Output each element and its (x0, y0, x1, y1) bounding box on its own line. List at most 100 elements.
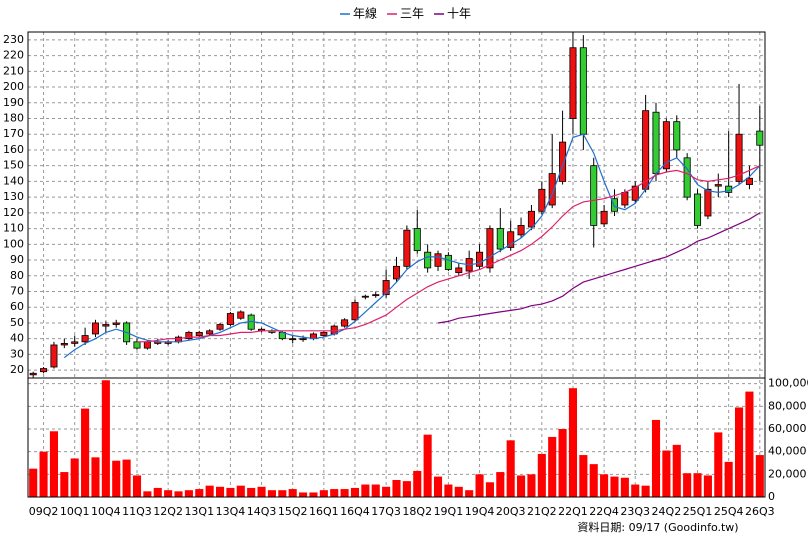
y-tick-label: 40 (10, 332, 24, 345)
y-tick-label: 230 (3, 33, 24, 46)
volume-bar (29, 468, 38, 497)
volume-bar (91, 457, 100, 497)
volume-bar (444, 484, 453, 497)
candle-body (195, 331, 203, 336)
x-tick-label: 26Q3 (745, 505, 775, 518)
volume-bar (70, 458, 79, 497)
volume-bar (693, 473, 702, 497)
volume-bar (319, 490, 328, 497)
volume-bar (247, 487, 256, 497)
candle-body (559, 141, 567, 182)
y-tick-label: 50 (10, 316, 24, 329)
candle-body (206, 330, 214, 335)
volume-bar (724, 461, 733, 497)
candle-body (600, 210, 608, 225)
candle-body (652, 111, 660, 174)
legend-label: 三年 (400, 7, 424, 21)
y-tick-label: 130 (3, 190, 24, 203)
candle-body (538, 188, 546, 212)
x-tick-label: 09Q2 (29, 505, 59, 518)
y-tick-label: 210 (3, 64, 24, 77)
volume-bar (568, 388, 578, 497)
candle-body (133, 341, 141, 349)
x-tick-label: 22Q4 (589, 505, 619, 518)
candle-body (299, 338, 307, 341)
volume-bar (226, 487, 235, 497)
volume-bar (589, 464, 598, 497)
x-tick-label: 12Q2 (153, 505, 183, 518)
volume-bar (745, 391, 754, 497)
volume-bar (112, 460, 121, 497)
candle-body (507, 231, 515, 248)
candle-body (662, 121, 670, 170)
y2-tick-label: 40,000 (768, 445, 807, 458)
x-tick-label: 21Q2 (527, 505, 557, 518)
candle-body (143, 341, 151, 349)
candle-body (102, 324, 110, 327)
y-tick-label: 160 (3, 143, 24, 156)
y-tick-label: 30 (10, 347, 24, 360)
candle-body (486, 228, 494, 269)
volume-bar (620, 477, 629, 497)
candle-body (745, 177, 753, 185)
y-tick-label: 120 (3, 206, 24, 219)
candle-body (289, 338, 297, 341)
volume-bar (537, 453, 546, 497)
candle-body (424, 251, 432, 269)
volume-bar (340, 489, 349, 497)
volume-bar (433, 476, 443, 497)
candle-body (50, 344, 58, 368)
candle-body (517, 225, 525, 236)
volume-bar (236, 485, 245, 497)
candle-body (112, 322, 120, 325)
volume-bar (174, 491, 183, 497)
candle-body (216, 324, 224, 330)
x-tick-label: 25Q4 (714, 505, 744, 518)
volume-bar (735, 407, 744, 497)
candle-body (590, 165, 598, 226)
volume-bar (153, 487, 162, 497)
candle-body (683, 157, 691, 198)
volume-bar (81, 408, 90, 497)
volume-bar (579, 455, 588, 497)
volume-bar (382, 486, 391, 497)
volume-bar (506, 440, 515, 497)
candle-body (694, 193, 702, 226)
y2-tick-label: 60,000 (768, 422, 807, 435)
x-tick-label: 10Q4 (91, 505, 121, 518)
candle-body (81, 335, 89, 343)
y-tick-label: 190 (3, 96, 24, 109)
candle-body (185, 331, 193, 340)
x-tick-label: 14Q3 (247, 505, 277, 518)
y-tick-label: 140 (3, 174, 24, 187)
candle-body (642, 110, 650, 190)
y-tick-label: 200 (3, 80, 24, 93)
x-tick-label: 11Q3 (122, 505, 152, 518)
x-tick-label: 15Q2 (278, 505, 308, 518)
volume-bar (132, 475, 142, 497)
y-tick-label: 170 (3, 127, 24, 140)
y-tick-label: 70 (10, 285, 24, 298)
volume-bar (755, 455, 764, 497)
volume-bar (714, 432, 723, 497)
candle-body (382, 280, 390, 296)
volume-bar (672, 444, 681, 497)
volume-bar (205, 485, 214, 497)
y-tick-label: 110 (3, 222, 24, 235)
volume-bar (49, 431, 58, 497)
candle-body (91, 322, 99, 335)
y-tick-label: 100 (3, 237, 24, 250)
x-tick-label: 23Q3 (620, 505, 650, 518)
volume-bar (288, 489, 297, 497)
candle-body (631, 185, 639, 201)
candle-body (579, 47, 587, 135)
volume-bar (278, 490, 287, 497)
candle-body (735, 133, 743, 182)
x-tick-label: 18Q2 (402, 505, 432, 518)
candle-body (40, 368, 48, 373)
candle-body (226, 313, 234, 325)
x-tick-label: 20Q3 (496, 505, 526, 518)
candle-body (527, 210, 535, 228)
volume-bar (215, 486, 225, 497)
volume-bar (610, 476, 619, 497)
